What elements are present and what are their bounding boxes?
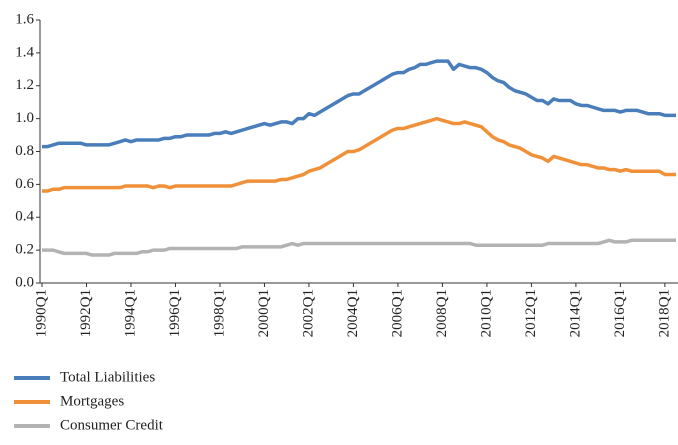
- legend-label: Consumer Credit: [60, 417, 164, 433]
- x-tick-label: 1996Q1: [167, 289, 183, 337]
- x-tick-label: 1994Q1: [122, 289, 138, 337]
- y-tick-label: 0.2: [15, 242, 34, 258]
- y-tick-label: 0.8: [15, 143, 34, 159]
- x-tick-label: 1990Q1: [33, 289, 49, 337]
- legend-label: Mortgages: [60, 393, 124, 409]
- x-tick-label: 2000Q1: [256, 289, 272, 337]
- x-tick-label: 2012Q1: [523, 289, 539, 337]
- y-tick-label: 1.4: [15, 44, 34, 60]
- series-line: [42, 238, 676, 257]
- x-tick-label: 2014Q1: [567, 289, 583, 337]
- y-tick-label: 1.2: [15, 77, 34, 93]
- x-tick-label: 2006Q1: [389, 289, 405, 337]
- series-line: [42, 116, 676, 193]
- y-tick-label: 1.6: [15, 11, 34, 27]
- x-tick-label: 2004Q1: [345, 289, 361, 337]
- y-tick-label: 1.0: [15, 110, 34, 126]
- y-tick-label: 0.4: [15, 209, 34, 225]
- x-tick-label: 1998Q1: [211, 289, 227, 337]
- x-tick-label: 1992Q1: [78, 289, 94, 337]
- x-tick-label: 2016Q1: [612, 289, 628, 337]
- x-tick-label: 2010Q1: [478, 289, 494, 337]
- x-tick-label: 2018Q1: [656, 289, 672, 337]
- y-tick-label: 0.6: [15, 176, 34, 192]
- x-tick-label: 2002Q1: [300, 289, 316, 337]
- y-tick-label: 0.0: [15, 274, 34, 290]
- x-tick-label: 2008Q1: [434, 289, 450, 337]
- series-line: [42, 59, 676, 149]
- legend-label: Total Liabilities: [60, 369, 155, 385]
